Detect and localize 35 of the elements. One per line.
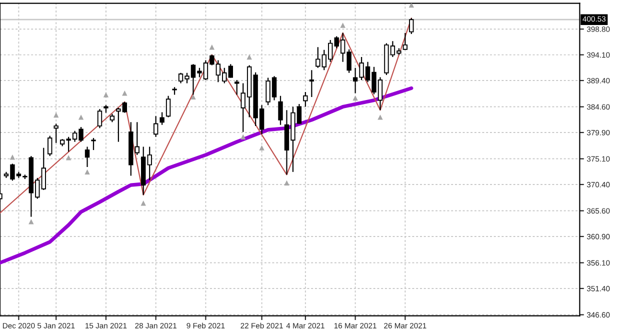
- point: [103, 92, 109, 98]
- candlestick: [352, 67, 358, 94]
- point: [240, 134, 246, 140]
- point: [10, 154, 16, 160]
- candlestick: [84, 146, 90, 168]
- point: [122, 90, 128, 96]
- point: [246, 54, 252, 60]
- point: [284, 180, 290, 186]
- candlestick: [166, 95, 171, 118]
- candlestick: [48, 135, 52, 157]
- point: [340, 22, 346, 28]
- candlestick: [278, 95, 283, 126]
- point: [378, 114, 383, 120]
- candlestick: [402, 32, 408, 50]
- candlestick: [309, 70, 314, 98]
- point: [408, 3, 414, 8]
- candlestick: [97, 108, 102, 129]
- candlestick: [303, 91, 308, 108]
- candlestick: [409, 18, 414, 35]
- point: [66, 155, 72, 160]
- line-series: [0, 86, 414, 265]
- point: [54, 112, 59, 118]
- point: [140, 200, 146, 206]
- point: [28, 219, 34, 224]
- point: [84, 169, 90, 175]
- point: [259, 145, 264, 150]
- candlestick: [153, 116, 158, 138]
- point: [209, 44, 215, 50]
- candlestick: [54, 123, 58, 144]
- point: [190, 94, 196, 100]
- candlestick: [91, 137, 96, 151]
- point: [352, 95, 358, 101]
- candlestick: [160, 112, 164, 126]
- candlestick: [234, 79, 240, 96]
- point: [78, 114, 84, 120]
